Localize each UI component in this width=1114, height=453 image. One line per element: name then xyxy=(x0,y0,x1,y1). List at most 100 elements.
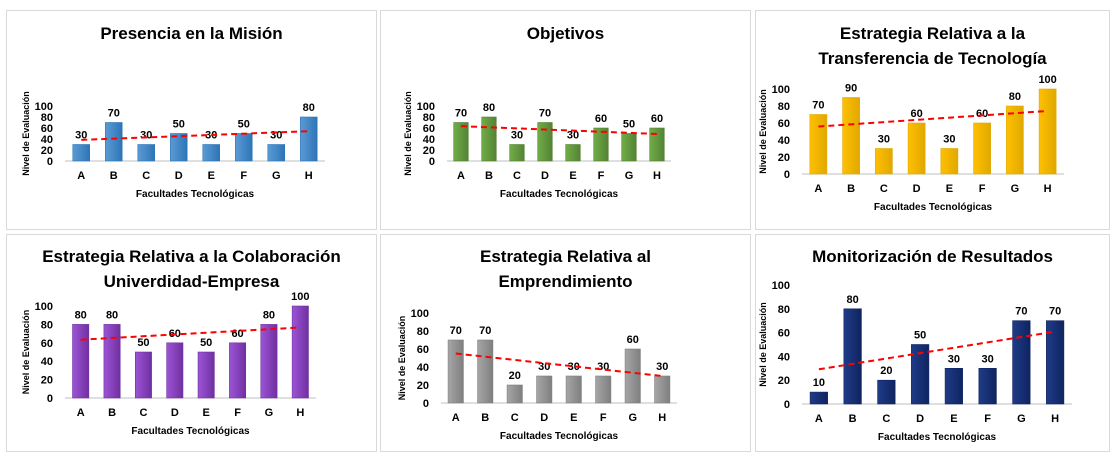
data-label: 80 xyxy=(75,309,87,321)
y-tick-label: 100 xyxy=(35,301,53,313)
bar xyxy=(537,122,553,162)
data-label: 50 xyxy=(914,330,926,342)
bar xyxy=(447,339,464,404)
y-tick-label: 20 xyxy=(423,145,435,157)
x-tick-label: G xyxy=(1011,183,1020,195)
bar xyxy=(105,122,123,162)
x-tick-label: F xyxy=(240,170,247,182)
chart-title-line: Emprendimiento xyxy=(498,272,633,291)
y-axis-title: Nivel de Evaluación xyxy=(758,302,768,387)
bar xyxy=(565,375,582,404)
x-tick-label: H xyxy=(296,407,304,419)
bar xyxy=(477,339,494,404)
data-label: 50 xyxy=(623,119,635,131)
y-axis-title: Nivel de Evaluación xyxy=(21,91,31,176)
data-label: 30 xyxy=(568,361,580,373)
data-label: 30 xyxy=(982,353,994,365)
y-tick-label: 80 xyxy=(417,326,429,338)
chart-title-line: Objetivos xyxy=(526,24,605,43)
y-tick-label: 60 xyxy=(778,118,790,130)
x-tick-label: D xyxy=(540,412,548,424)
x-tick-label: D xyxy=(541,170,549,182)
y-tick-label: 0 xyxy=(784,399,790,411)
x-axis-title: Facultades Tecnológicas xyxy=(136,189,255,200)
x-tick-label: F xyxy=(600,412,607,424)
bar-chart: 02040608010070A70B20C30D30E30F60G30HFacu… xyxy=(397,308,677,442)
bar xyxy=(166,342,184,399)
bar xyxy=(197,351,215,399)
bar xyxy=(103,324,121,399)
data-label: 70 xyxy=(479,325,491,337)
bar xyxy=(235,133,253,162)
y-tick-label: 0 xyxy=(784,169,790,181)
y-tick-label: 100 xyxy=(411,308,429,320)
bar xyxy=(536,375,553,404)
bar xyxy=(260,324,278,399)
x-tick-label: F xyxy=(234,407,241,419)
data-label: 80 xyxy=(847,294,859,306)
x-tick-label: H xyxy=(1044,183,1052,195)
data-label: 60 xyxy=(976,108,988,120)
y-tick-label: 20 xyxy=(41,375,53,387)
bar xyxy=(481,116,497,162)
y-tick-label: 60 xyxy=(41,338,53,350)
x-tick-label: A xyxy=(457,170,465,182)
x-tick-label: C xyxy=(142,170,150,182)
chart-title: Estrategia Relativa a la Colaboración Un… xyxy=(7,244,376,294)
y-tick-label: 0 xyxy=(47,393,53,405)
bar xyxy=(944,368,963,405)
chart-title-line: Estrategia Relativa a la xyxy=(839,24,1026,43)
chart-title-line: Univerdidad-Empresa xyxy=(103,272,280,291)
bar xyxy=(170,133,188,162)
data-label: 30 xyxy=(656,361,668,373)
x-tick-label: B xyxy=(847,183,855,195)
y-tick-label: 40 xyxy=(417,362,429,374)
x-axis-title: Facultades Tecnológicas xyxy=(131,426,250,437)
data-label: 70 xyxy=(1015,306,1027,318)
data-label: 50 xyxy=(200,337,212,349)
chart-panel-monitorizacion: Monitorización de Resultados 0 20 40 60 80 10… xyxy=(755,234,1110,452)
x-tick-label: G xyxy=(628,412,637,424)
bar xyxy=(509,144,525,162)
chart-panel-colaboracion: Estrategia Relativa a la Colaboración Un… xyxy=(6,234,377,452)
chart-panel-objetivos: Objetivos 0 20 40 60 80 100 70 A 80 B 30 C 70 D 30 E 60 F… xyxy=(380,10,751,230)
x-tick-label: G xyxy=(272,170,281,182)
bar xyxy=(137,144,156,162)
y-axis-title: Nivel de Evaluación xyxy=(397,316,407,401)
chart-title: Presencia en la Misión xyxy=(7,21,376,46)
data-label: 50 xyxy=(137,337,149,349)
x-tick-label: H xyxy=(1051,413,1059,425)
chart-panel-presencia: Presencia en la Misión 0 20 40 60 80 100 30 A 70… xyxy=(6,10,377,230)
data-label: 80 xyxy=(303,102,315,114)
y-tick-label: 80 xyxy=(778,101,790,113)
y-tick-label: 80 xyxy=(41,112,53,124)
y-axis-title: Nivel de Evaluación xyxy=(21,310,31,395)
x-tick-label: A xyxy=(77,407,85,419)
bar xyxy=(72,324,90,399)
x-axis-title: Facultades Tecnológicas xyxy=(874,202,993,213)
y-tick-label: 40 xyxy=(778,351,790,363)
x-tick-label: G xyxy=(265,407,274,419)
data-label: 60 xyxy=(595,113,607,125)
bar xyxy=(506,384,523,404)
bar xyxy=(809,114,828,175)
bar xyxy=(1006,105,1024,175)
x-axis-title: Facultades Tecnológicas xyxy=(878,432,997,443)
x-tick-label: H xyxy=(653,170,661,182)
trendline xyxy=(455,352,663,377)
trendline xyxy=(81,130,309,141)
y-tick-label: 40 xyxy=(41,356,53,368)
chart-title: Estrategia Relativa a la Transferencia d… xyxy=(756,21,1109,71)
data-label: 100 xyxy=(1038,74,1056,86)
x-tick-label: H xyxy=(305,170,313,182)
chart-title-line: Monitorización de Resultados xyxy=(812,247,1053,266)
x-tick-label: B xyxy=(110,170,118,182)
data-label: 70 xyxy=(812,100,824,112)
chart-title: Estrategia Relativa al Emprendimiento xyxy=(381,244,750,294)
data-label: 80 xyxy=(483,102,495,114)
x-tick-label: E xyxy=(569,170,576,182)
x-tick-label: E xyxy=(203,407,210,419)
bar xyxy=(1038,88,1057,175)
bar xyxy=(453,122,469,162)
x-tick-label: C xyxy=(139,407,147,419)
